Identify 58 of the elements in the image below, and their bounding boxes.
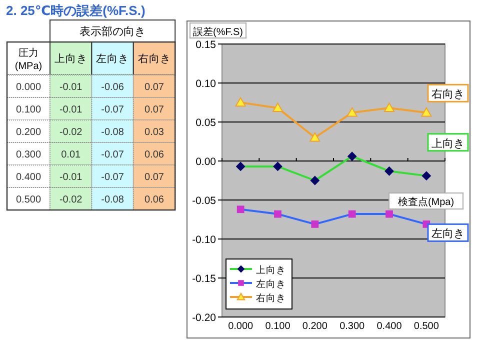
x-tick-label: 0.000 bbox=[228, 321, 254, 332]
data-label: 0.07 bbox=[144, 172, 164, 183]
data-label: -0.08 bbox=[101, 194, 124, 206]
chart-title: 2. 25℃時の誤差(%F.S.) bbox=[6, 3, 146, 18]
y-tick-label: 0.200 bbox=[16, 127, 42, 138]
point bbox=[346, 107, 358, 117]
y-tick-label: -0.15 bbox=[192, 273, 216, 285]
y-tick-label: -0.20 bbox=[192, 312, 216, 324]
y-tick-label: 0.05 bbox=[196, 117, 216, 129]
y-tick-label: 0.10 bbox=[196, 78, 216, 90]
data-label: -0.06 bbox=[101, 82, 124, 93]
data-label: 0.01 bbox=[61, 150, 82, 160]
legend-label: 上向き bbox=[256, 264, 286, 276]
y-axis-title: 誤差(%F.S) bbox=[193, 26, 243, 38]
x-tick-label: 0.300 bbox=[340, 321, 366, 332]
data-label: 0.03 bbox=[144, 127, 164, 138]
x-tick-label: 右向き bbox=[138, 53, 171, 65]
x-axis-title: 表示部の向き bbox=[80, 25, 146, 38]
data-label: -0.07 bbox=[101, 104, 124, 116]
x-tick-label: 0.100 bbox=[265, 321, 291, 332]
point bbox=[421, 107, 432, 117]
data-label: 0.07 bbox=[144, 104, 164, 116]
data-label: -0.01 bbox=[59, 172, 83, 183]
y-tick-label: 0.15 bbox=[196, 39, 216, 51]
y-tick-label: 0.00 bbox=[196, 156, 216, 168]
x-tick-label: 上向き bbox=[54, 52, 88, 65]
y-tick-label: 0.000 bbox=[16, 82, 42, 93]
y-tick-label: 0.300 bbox=[16, 150, 42, 160]
y-tick-label: 0.500 bbox=[16, 194, 42, 206]
data-label: -0.02 bbox=[59, 127, 83, 138]
y-tick-label: 0.400 bbox=[16, 172, 42, 183]
data-label: 0.06 bbox=[144, 194, 164, 206]
y-tick-label: -0.05 bbox=[192, 195, 216, 207]
data-label: -0.07 bbox=[101, 150, 124, 160]
x-axis-title: 検査点(Mpa) bbox=[398, 196, 454, 208]
data-label: -0.01 bbox=[59, 104, 83, 116]
text: 左向き bbox=[432, 228, 464, 240]
point bbox=[310, 132, 320, 142]
point bbox=[384, 102, 395, 112]
x-tick-label: 0.400 bbox=[376, 321, 402, 332]
data-label: 0.06 bbox=[144, 150, 164, 160]
y-tick-label: 0.100 bbox=[16, 104, 42, 116]
data-label: -0.02 bbox=[59, 194, 83, 206]
point bbox=[272, 102, 284, 112]
x-tick-label: 左向き bbox=[96, 53, 130, 65]
data-label: 0.07 bbox=[144, 82, 164, 93]
legend-label: 左向き bbox=[256, 278, 286, 290]
y-axis-title: 圧力(MPa) bbox=[14, 47, 42, 72]
y-tick-label: -0.10 bbox=[192, 234, 216, 246]
data-label: -0.08 bbox=[101, 127, 124, 138]
x-tick-label: 0.200 bbox=[302, 321, 328, 332]
point bbox=[235, 97, 246, 107]
text: 上向き bbox=[432, 138, 464, 150]
data-label: -0.01 bbox=[59, 82, 83, 93]
data-label: -0.07 bbox=[101, 172, 124, 183]
x-tick-label: 0.500 bbox=[414, 321, 440, 332]
text: 右向き bbox=[432, 88, 464, 101]
legend-label: 右向き bbox=[256, 292, 286, 304]
